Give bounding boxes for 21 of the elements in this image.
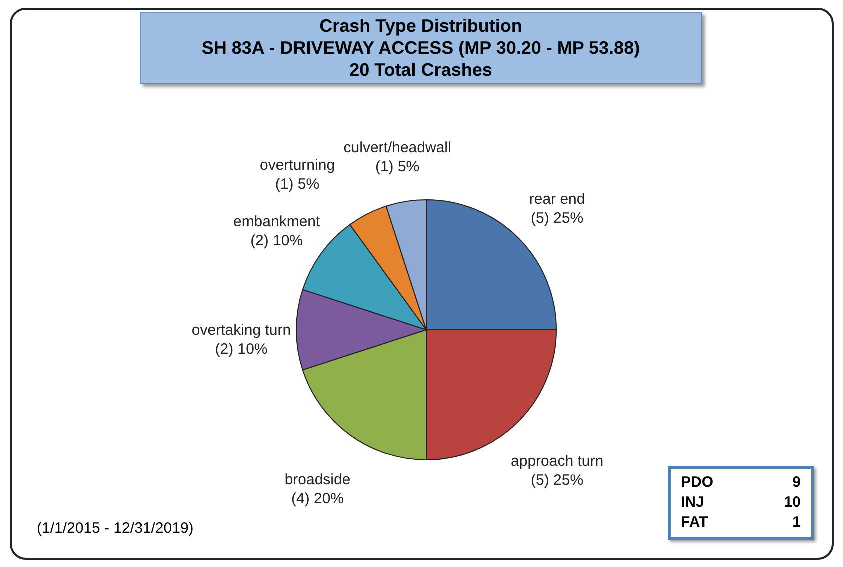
slice-label: overturning xyxy=(260,157,336,174)
chart-title: Crash Type Distribution xyxy=(318,15,524,37)
data-label: (5) 25% xyxy=(531,210,584,228)
text: (1/1/2015 - 12/31/2019) xyxy=(37,520,194,537)
slice-label: broadside xyxy=(284,472,351,489)
slice-label: embankment xyxy=(233,213,322,230)
data-label: (2) 10% xyxy=(215,341,268,358)
slice-label: rear end xyxy=(529,191,586,208)
slice-label: culvert/headwall xyxy=(344,139,452,156)
data-label: (1) 5% xyxy=(375,158,420,176)
text: 20 Total Crashes xyxy=(348,59,494,81)
text: FAT 1 xyxy=(681,513,801,533)
slice-label: overtaking turn xyxy=(192,322,292,339)
data-label: (2) 10% xyxy=(250,232,304,250)
text: PDO 9 xyxy=(681,473,801,493)
chart-subtitle: SH 83A - DRIVEWAY ACCESS (MP 30.20 - MP 53.88) xyxy=(200,37,642,59)
data-label: (5) 25% xyxy=(531,472,584,489)
slice-label: approach turn xyxy=(511,452,604,470)
data-label: (1) 5% xyxy=(275,176,320,194)
text: INJ 10 xyxy=(681,493,801,513)
data-label: (4) 20% xyxy=(291,490,344,508)
